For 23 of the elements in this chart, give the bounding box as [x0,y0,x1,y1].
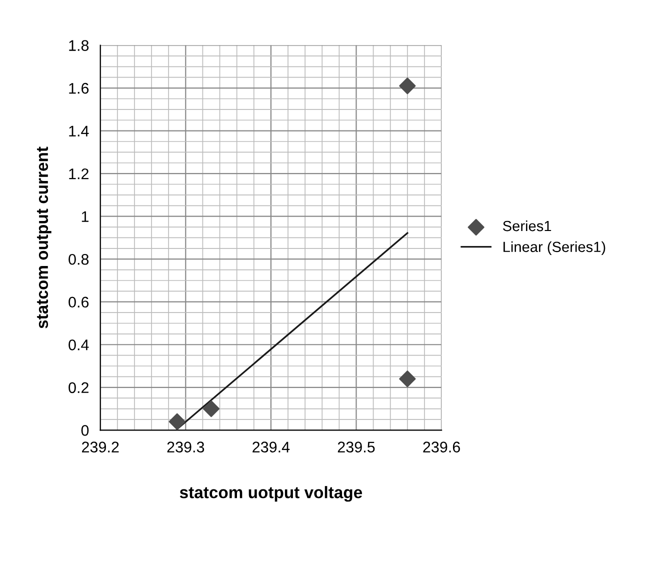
y-tick-label: 0.8 [68,254,89,265]
y-tick-label: 0 [81,425,89,436]
y-tick-label: 1.6 [69,82,89,94]
legend-label: Linear (Series1) [504,241,606,255]
x-tick-label: 239.6 [423,442,460,452]
y-tick-label: 0.4 [68,340,89,350]
y-axis-title: statcom output current [37,146,52,328]
y-tick-label: 1 [82,211,88,222]
x-axis-title: statcom uotput voltage [180,486,362,502]
y-tick-label: 0.2 [68,382,88,394]
x-tick-label: 239.4 [252,442,290,452]
x-tick-label: 239.5 [338,442,375,452]
legend-label: Series1 [502,220,552,232]
point [202,400,220,418]
point [399,370,416,388]
y-tick-label: 1.8 [69,40,89,51]
x-tick-label: 239.3 [167,442,204,452]
y-tick-label: 1.4 [69,126,89,136]
point [168,413,186,430]
y-tick-label: 1.2 [69,168,88,180]
point [399,78,416,94]
x-tick-label: 239.2 [82,442,119,452]
y-tick-label: 0.6 [68,296,89,308]
